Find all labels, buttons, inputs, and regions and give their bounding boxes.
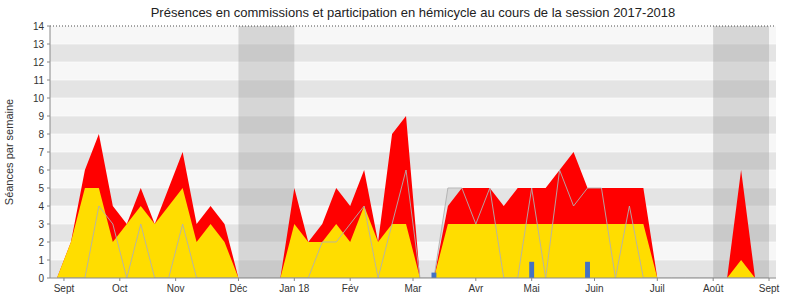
y-tick bbox=[47, 260, 50, 261]
y-tick-label: 0 bbox=[38, 273, 44, 284]
x-tick bbox=[713, 278, 714, 281]
y-tick bbox=[47, 80, 50, 81]
grid-stripe bbox=[50, 152, 776, 170]
y-tick bbox=[47, 206, 50, 207]
x-tick-label: Oct bbox=[112, 283, 128, 294]
area bbox=[57, 116, 769, 278]
grid-stripe bbox=[50, 80, 776, 98]
grid-line bbox=[50, 98, 776, 99]
x-tick bbox=[594, 278, 595, 281]
x-tick-label: Mar bbox=[404, 283, 422, 294]
grid-line bbox=[50, 188, 776, 189]
x-tick bbox=[238, 278, 239, 281]
x-tick bbox=[63, 278, 64, 281]
y-axis-label: Séances par semaine bbox=[3, 99, 15, 205]
x-tick bbox=[413, 278, 414, 281]
x-tick-label: Avr bbox=[468, 283, 483, 294]
x-tick bbox=[531, 278, 532, 281]
plot-background bbox=[50, 26, 776, 278]
data bbox=[57, 26, 769, 278]
y-tick-label: 12 bbox=[33, 57, 45, 68]
grid-line bbox=[50, 170, 776, 171]
x-tick bbox=[350, 278, 351, 281]
y-tick bbox=[47, 44, 50, 45]
x-tick-label: Sept bbox=[759, 283, 780, 294]
y-tick-label: 4 bbox=[38, 201, 44, 212]
y-tick-label: 7 bbox=[38, 147, 44, 158]
x-tick-label: Juin bbox=[585, 283, 603, 294]
x-tick bbox=[475, 278, 476, 281]
grid-line bbox=[50, 80, 776, 81]
x-tick-label: Jan 18 bbox=[279, 283, 309, 294]
y-tick-label: 8 bbox=[38, 129, 44, 140]
x-tick bbox=[175, 278, 176, 281]
grid-line bbox=[50, 116, 776, 117]
x-band bbox=[238, 26, 294, 278]
top-rule bbox=[50, 26, 776, 27]
x-tick bbox=[769, 278, 770, 281]
x-tick bbox=[657, 278, 658, 281]
y-tick-label: 14 bbox=[33, 21, 45, 32]
y-tick bbox=[47, 62, 50, 63]
grid-line bbox=[50, 44, 776, 45]
x-tick-label: Déc bbox=[230, 283, 248, 294]
y-tick-label: 2 bbox=[38, 237, 44, 248]
y-tick bbox=[47, 170, 50, 171]
y-tick-label: 11 bbox=[34, 75, 45, 86]
y-tick bbox=[47, 116, 50, 117]
y-tick bbox=[47, 242, 50, 243]
x-tick bbox=[294, 278, 295, 281]
x-tick-label: Sept bbox=[54, 283, 75, 294]
grid-line bbox=[50, 26, 776, 27]
chart: 01234567891011121314SeptOctNovDécJan 18F… bbox=[0, 0, 790, 300]
y-tick-label: 5 bbox=[38, 183, 44, 194]
y-tick-label: 13 bbox=[33, 39, 45, 50]
y-tick bbox=[47, 188, 50, 189]
y-tick-label: 10 bbox=[33, 93, 45, 104]
grid-line bbox=[50, 134, 776, 135]
title: Présences en commissions et participatio… bbox=[151, 5, 676, 20]
y-tick bbox=[47, 152, 50, 153]
x-tick-label: Fév bbox=[342, 283, 359, 294]
x-tick bbox=[119, 278, 120, 281]
grid-stripe bbox=[50, 116, 776, 134]
bar bbox=[431, 273, 436, 278]
line bbox=[57, 170, 769, 278]
bar bbox=[585, 262, 590, 278]
y-tick-label: 6 bbox=[38, 165, 44, 176]
grid-stripe bbox=[50, 44, 776, 62]
grid-line bbox=[50, 152, 776, 153]
grid-line bbox=[50, 278, 776, 279]
grid bbox=[50, 26, 776, 278]
y-tick bbox=[47, 134, 50, 135]
x-tick-label: Août bbox=[703, 283, 724, 294]
y-tick bbox=[47, 98, 50, 99]
line-fill bbox=[57, 170, 769, 278]
y-tick bbox=[47, 26, 50, 27]
axes: 01234567891011121314SeptOctNovDécJan 18F… bbox=[33, 21, 780, 295]
x-tick-label: Nov bbox=[167, 283, 185, 294]
grid-line bbox=[50, 62, 776, 63]
area bbox=[57, 188, 769, 278]
x-tick-label: Mai bbox=[524, 283, 540, 294]
x-tick-label: Juil bbox=[650, 283, 665, 294]
bar bbox=[529, 262, 534, 278]
y-tick-label: 3 bbox=[38, 219, 44, 230]
y-tick-label: 9 bbox=[38, 111, 44, 122]
y-tick-label: 1 bbox=[38, 255, 44, 266]
y-tick bbox=[47, 278, 50, 279]
y-tick bbox=[47, 224, 50, 225]
